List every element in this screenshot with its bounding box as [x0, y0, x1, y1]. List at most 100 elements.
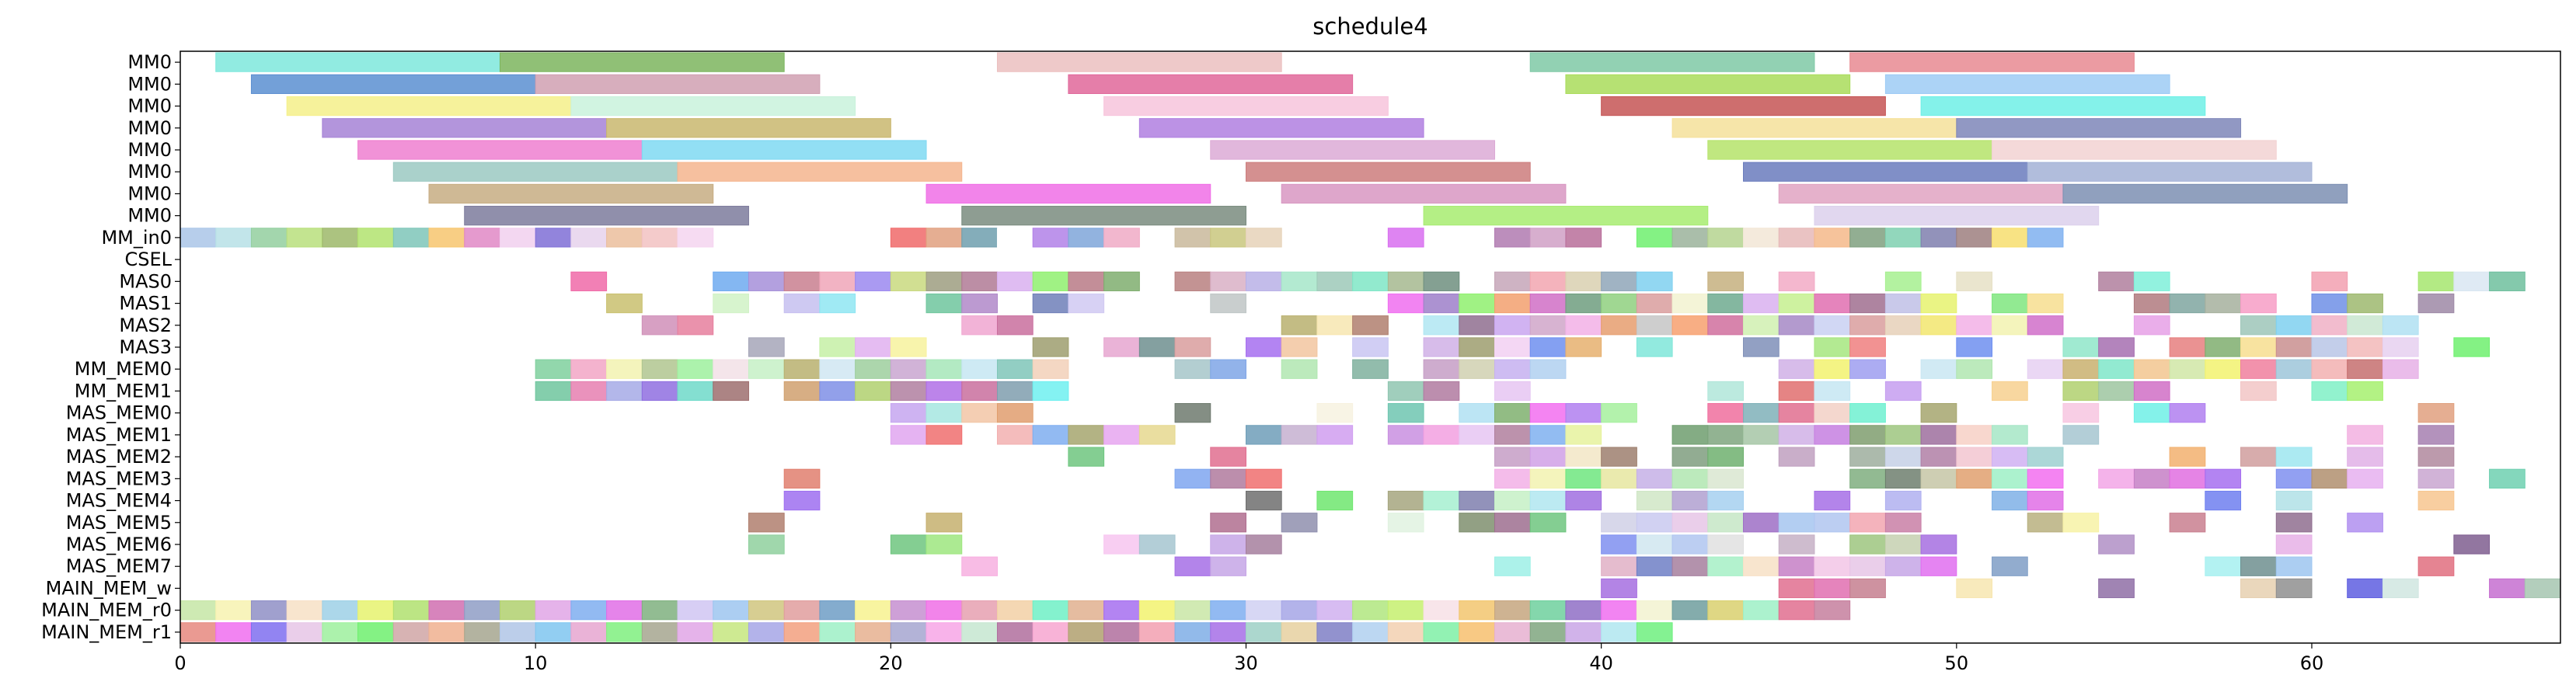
task-bar	[1316, 403, 1354, 423]
task-bar	[1884, 293, 1922, 314]
task-bar	[925, 622, 963, 642]
task-bar	[1601, 622, 1637, 642]
task-bar	[1884, 534, 1922, 555]
task-bar	[2133, 293, 2170, 314]
task-bar	[606, 228, 643, 248]
task-bar	[357, 228, 394, 248]
task-bar	[1174, 271, 1211, 291]
task-bar	[2347, 425, 2383, 445]
task-bar	[1387, 403, 1424, 423]
y-tick-label: MAS_MEM1	[66, 424, 172, 446]
task-bar	[925, 534, 963, 555]
y-tick-label: MM0	[127, 96, 172, 117]
task-bar	[961, 293, 998, 314]
task-bar	[1884, 228, 1922, 248]
task-bar	[1671, 600, 1709, 621]
task-bar	[1707, 600, 1745, 621]
task-bar	[1565, 425, 1602, 445]
task-bar	[925, 381, 963, 402]
task-bar	[1601, 447, 1637, 467]
task-bar	[1459, 315, 1496, 336]
task-bar	[1671, 556, 1709, 576]
task-bar	[1814, 403, 1851, 423]
task-bar	[392, 600, 430, 621]
task-bar	[1636, 534, 1673, 555]
task-bar	[1884, 315, 1922, 336]
task-bar	[570, 622, 608, 642]
task-bar	[2311, 271, 2348, 291]
task-bar	[2027, 490, 2064, 511]
task-bar	[2098, 271, 2135, 291]
task-bar	[1636, 337, 1673, 357]
task-bar	[2311, 337, 2348, 357]
task-bar	[1778, 513, 1815, 533]
task-bar	[2489, 468, 2525, 489]
task-bar	[1884, 447, 1922, 467]
task-bar	[1849, 468, 1886, 489]
task-bar	[2311, 359, 2348, 379]
task-bar	[1601, 315, 1637, 336]
task-bar	[2417, 271, 2455, 291]
task-bar	[2098, 359, 2135, 379]
task-bar	[1245, 468, 1282, 489]
task-bar	[996, 228, 1034, 248]
task-bar	[855, 622, 891, 642]
task-bar	[1778, 425, 1815, 445]
task-bar	[2027, 228, 2064, 248]
task-bar	[1245, 534, 1282, 555]
task-bar	[2489, 271, 2525, 291]
task-bar	[1601, 468, 1637, 489]
task-bar	[1920, 96, 2206, 116]
task-bar	[1565, 447, 1602, 467]
task-bar	[1707, 513, 1745, 533]
task-bar	[1174, 556, 1211, 576]
task-bar	[2311, 468, 2348, 489]
task-bar	[570, 359, 608, 379]
task-bar	[1103, 96, 1389, 116]
task-bar	[1565, 403, 1602, 423]
task-bar	[1529, 490, 1567, 511]
task-bar	[2169, 468, 2206, 489]
task-bar	[1459, 600, 1496, 621]
task-bar	[1316, 271, 1354, 291]
task-bar	[2275, 359, 2313, 379]
task-bar	[961, 622, 998, 642]
task-bar	[322, 622, 359, 642]
task-bar	[180, 600, 217, 621]
task-bar	[890, 359, 927, 379]
task-bar	[1316, 600, 1354, 621]
task-bar	[1387, 600, 1424, 621]
task-bar	[606, 118, 891, 138]
task-bar	[855, 337, 891, 357]
task-bar	[2169, 337, 2206, 357]
task-bar	[748, 600, 785, 621]
task-bar	[499, 622, 536, 642]
task-bar	[1423, 337, 1460, 357]
task-bar	[1068, 271, 1105, 291]
task-bar	[1778, 359, 1815, 379]
task-bar	[1494, 403, 1531, 423]
task-bar	[2133, 468, 2170, 489]
task-bar	[2027, 359, 2064, 379]
task-bar	[1601, 403, 1637, 423]
task-bar	[1138, 622, 1176, 642]
task-bar	[641, 381, 678, 402]
task-bar	[1992, 556, 2028, 576]
y-tick-label: CSEL	[124, 249, 172, 270]
task-bar	[1032, 228, 1069, 248]
task-bar	[1352, 600, 1389, 621]
task-bar	[1671, 228, 1709, 248]
task-bar	[1565, 228, 1602, 248]
y-tick-label: MAS_MEM5	[66, 512, 172, 534]
task-bar	[855, 359, 891, 379]
task-bar	[1992, 228, 2028, 248]
task-bar	[1920, 425, 1957, 445]
task-bar	[1210, 293, 1246, 314]
task-bar	[1423, 271, 1460, 291]
x-tick-label: 10	[524, 652, 548, 674]
task-bar	[2169, 403, 2206, 423]
task-bar	[1920, 534, 1957, 555]
task-bar	[1529, 513, 1567, 533]
task-bar	[2240, 315, 2277, 336]
y-tick-label: MAS0	[119, 270, 172, 292]
